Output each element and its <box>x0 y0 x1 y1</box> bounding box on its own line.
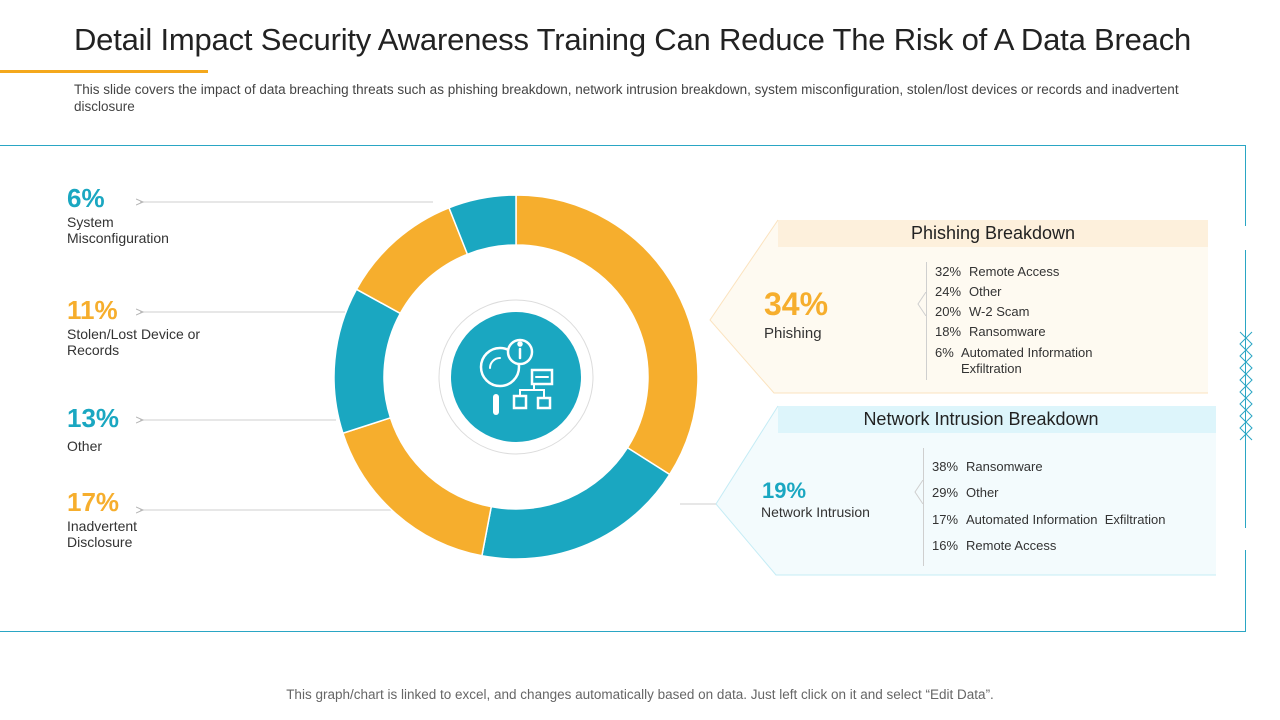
donut-slice-stolen-lost-device-or-records <box>355 206 469 315</box>
slice-name: Other <box>67 438 103 454</box>
content-frame <box>0 145 1246 632</box>
network-pct: 19% <box>762 478 807 503</box>
slice-label-inadvertent-disclosure: 17% Inadvertent Disclosure <box>67 488 157 550</box>
page-subtitle: This slide covers the impact of data bre… <box>74 82 1179 114</box>
network-bracket-notch <box>914 480 924 504</box>
page-title: Detail Impact Security Awareness Trainin… <box>74 22 1192 57</box>
slice-label-system-misconfiguration: 6% System Misconfiguration <box>67 184 177 246</box>
network-item-pct: 16% <box>932 538 959 553</box>
slice-label-stolen-lost: 11% Stolen/Lost Device or Records <box>67 296 217 358</box>
phishing-item-pct: 6% <box>935 345 954 360</box>
phishing-item: 18% Ransomware <box>935 324 1046 340</box>
network-outline <box>715 405 1216 576</box>
phishing-item-label: W-2 Scam <box>969 304 1030 319</box>
phishing-item-label: Automated Information <box>961 345 1093 360</box>
slice-name: Inadvertent Disclosure <box>67 518 138 550</box>
phishing-item-label-2: Exfiltration <box>961 361 1022 376</box>
phishing-item: 20% W-2 Scam <box>935 304 1029 320</box>
phishing-item-label: Ransomware <box>969 324 1046 339</box>
donut-slice-phishing <box>515 194 699 476</box>
phishing-item: 6% Automated Information Exfiltration <box>935 345 1093 377</box>
phishing-header-bar <box>778 220 1208 247</box>
phishing-bracket-notch <box>917 292 927 316</box>
network-item-label: Ransomware <box>966 459 1043 474</box>
network-callout-shape <box>716 406 1216 575</box>
phishing-item: 24% Other <box>935 284 1002 300</box>
network-item-label: Other <box>966 485 999 500</box>
donut-slice-other <box>333 288 402 435</box>
phishing-item-pct: 32% <box>935 264 962 279</box>
phishing-item-pct: 24% <box>935 284 962 299</box>
network-item-pct: 29% <box>932 485 959 500</box>
network-divider <box>923 448 924 566</box>
donut-slice-network-intrusion <box>481 446 671 560</box>
network-item-pct: 38% <box>932 459 959 474</box>
slice-pct: 6% <box>67 183 105 213</box>
slice-name: System Misconfiguration <box>67 214 169 246</box>
slice-pct: 17% <box>67 487 120 517</box>
network-item: 17% Automated Information Exfiltration <box>932 512 1165 528</box>
network-item-label: Automated Information Exfiltration <box>966 512 1166 527</box>
phishing-outline <box>709 219 1208 394</box>
title-underline <box>0 70 208 73</box>
network-header-bar <box>778 406 1216 433</box>
slice-pct: 13% <box>67 403 120 433</box>
donut-slice-system-misconfiguration <box>448 194 517 256</box>
network-item: 16% Remote Access <box>932 538 1056 554</box>
phishing-pct: 34% <box>764 286 829 322</box>
network-item: 38% Ransomware <box>932 459 1043 475</box>
phishing-breakdown-title: Phishing Breakdown <box>910 223 1076 243</box>
phishing-item: 32% Remote Access <box>935 264 1059 280</box>
phishing-item-pct: 18% <box>935 324 962 339</box>
network-label: Network Intrusion <box>761 504 870 520</box>
network-breakdown-title: Network Intrusion Breakdown <box>863 409 1099 429</box>
network-item-label: Remote Access <box>966 538 1057 553</box>
slice-name: Stolen/Lost Device or Records <box>67 326 201 358</box>
slice-label-other: 13% Other <box>67 404 177 454</box>
phishing-divider <box>926 262 927 380</box>
phishing-callout-shape <box>710 220 1208 393</box>
security-analysis-icon <box>479 338 554 415</box>
frame-gap <box>1240 226 1252 250</box>
zigzag-decoration <box>1239 331 1253 441</box>
slice-pct: 11% <box>67 295 118 325</box>
phishing-label: Phishing <box>764 325 822 342</box>
phishing-item-label: Other <box>969 284 1002 299</box>
frame-gap <box>1240 528 1252 550</box>
network-item-pct: 17% <box>932 512 959 527</box>
network-item: 29% Other <box>932 485 999 501</box>
footnote: This graph/chart is linked to excel, and… <box>286 687 994 702</box>
phishing-item-label: Remote Access <box>969 264 1060 279</box>
phishing-item-pct: 20% <box>935 304 962 319</box>
